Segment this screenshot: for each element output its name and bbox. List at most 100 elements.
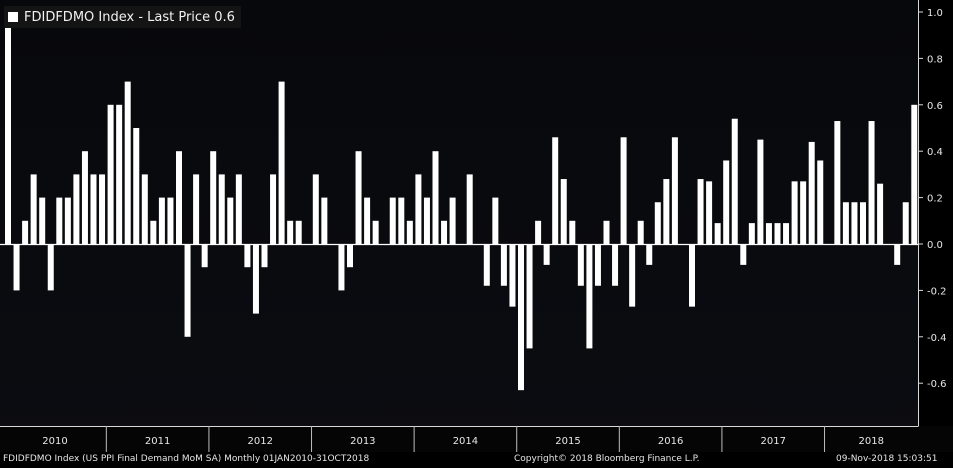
- bar: [201, 244, 208, 268]
- bar: [261, 244, 268, 268]
- bar: [13, 244, 20, 291]
- bar: [765, 223, 772, 244]
- bar: [235, 174, 242, 244]
- bar: [47, 244, 54, 291]
- y-tick-label: 1.0: [927, 8, 943, 19]
- bar: [252, 244, 259, 314]
- bar: [834, 121, 841, 244]
- bar: [141, 174, 148, 244]
- y-tick-label: 0.6: [927, 101, 943, 112]
- legend-label: FDIDFDMO Index - Last Price 0.6: [24, 9, 235, 25]
- legend-swatch: [8, 12, 18, 22]
- x-year-label: 2012: [247, 436, 272, 447]
- bar: [81, 151, 88, 244]
- bar: [535, 220, 542, 244]
- bar: [287, 220, 294, 244]
- bar: [637, 220, 644, 244]
- bar: [372, 220, 379, 244]
- bar: [22, 220, 29, 244]
- bar: [90, 174, 97, 244]
- bar: [39, 197, 46, 244]
- bar: [56, 197, 63, 244]
- y-tick-label: 0.4: [927, 147, 943, 158]
- bar: [757, 139, 764, 244]
- x-year-label: 2017: [760, 436, 785, 447]
- bar: [449, 197, 456, 244]
- chart-legend: FDIDFDMO Index - Last Price 0.6: [4, 6, 241, 28]
- y-tick-label: 0.0: [927, 240, 943, 251]
- bar: [689, 244, 695, 307]
- bar: [500, 244, 507, 286]
- bar: [347, 244, 353, 268]
- bar: [107, 104, 114, 244]
- bar: [295, 220, 302, 244]
- bar: [509, 244, 516, 307]
- y-axis-panel: [918, 0, 953, 426]
- bar: [227, 197, 234, 244]
- bar: [654, 202, 661, 244]
- bar: [663, 179, 670, 244]
- bar: [671, 137, 678, 244]
- bar: [577, 244, 584, 286]
- y-tick-label: -0.2: [927, 286, 947, 297]
- bar: [586, 244, 593, 349]
- bar: [860, 202, 866, 244]
- bar: [270, 174, 277, 244]
- bar: [415, 174, 422, 244]
- x-year-label: 2011: [145, 436, 170, 447]
- bar: [706, 181, 713, 244]
- bar: [116, 104, 123, 244]
- bar: [278, 81, 285, 244]
- y-tick-label: -0.4: [927, 333, 947, 344]
- bar: [73, 174, 80, 244]
- bar: [423, 197, 430, 244]
- bar: [483, 244, 490, 286]
- bar: [518, 244, 524, 391]
- bar: [64, 197, 71, 244]
- bar: [364, 197, 371, 244]
- bar: [620, 137, 627, 244]
- bar: [868, 121, 875, 244]
- x-axis-band: [0, 426, 953, 452]
- bar: [244, 244, 251, 268]
- bar: [902, 202, 909, 244]
- bar: [791, 181, 798, 244]
- bar: [697, 179, 704, 244]
- bar: [492, 197, 499, 244]
- bar: [398, 197, 405, 244]
- bar: [629, 244, 636, 307]
- bar: [5, 12, 11, 244]
- bar: [911, 104, 918, 244]
- bar: [321, 197, 328, 244]
- x-year-label: 2013: [350, 436, 375, 447]
- bar: [466, 174, 473, 244]
- bar: [210, 151, 217, 244]
- bar: [150, 220, 157, 244]
- bar: [158, 197, 165, 244]
- bar: [569, 220, 576, 244]
- bar: [594, 244, 601, 286]
- x-year-label: 2010: [42, 436, 67, 447]
- bar: [218, 174, 225, 244]
- bar: [124, 81, 131, 244]
- x-year-label: 2016: [658, 436, 683, 447]
- bar: [723, 160, 730, 244]
- bar: [646, 244, 653, 265]
- bar: [30, 174, 37, 244]
- bar: [842, 202, 849, 244]
- bar: [167, 197, 174, 244]
- y-tick-label: 0.8: [927, 54, 943, 65]
- bar: [783, 223, 790, 244]
- bar: [740, 244, 747, 265]
- bar: [355, 151, 362, 244]
- y-tick-label: 0.2: [927, 194, 943, 205]
- bar: [184, 244, 191, 337]
- bar: [894, 244, 901, 265]
- x-year-label: 2015: [555, 436, 580, 447]
- bar: [800, 181, 807, 244]
- bar: [612, 244, 619, 286]
- bar: [603, 220, 610, 244]
- bar: [406, 220, 413, 244]
